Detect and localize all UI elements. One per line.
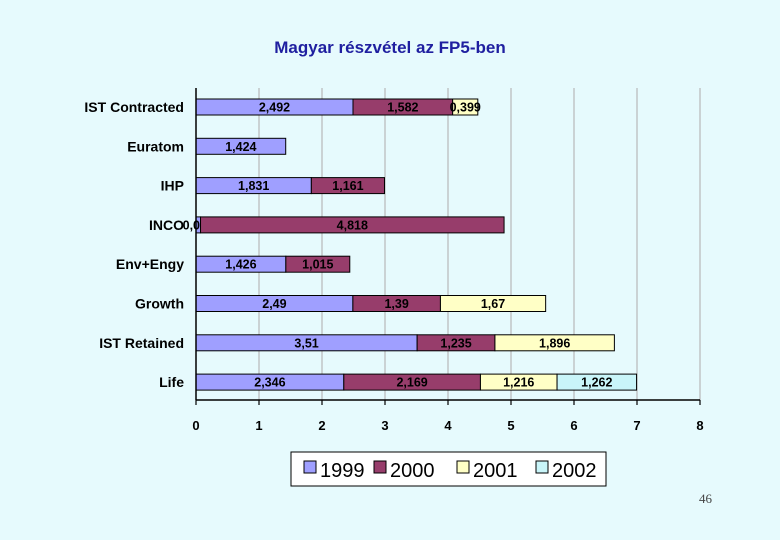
data-label: 0,399 [450,101,481,115]
legend-swatch [535,460,549,474]
bar-segment [439,295,547,312]
chart-title: Magyar részvétel az FP5-ben [274,38,506,57]
data-label: 2,492 [259,101,290,115]
bar-segment [285,255,351,273]
legend-swatch [456,460,470,474]
category-label: IST Contracted [84,99,184,115]
data-label: 2,49 [262,297,286,311]
x-tick-label: 5 [507,418,514,433]
data-label: 1,896 [539,336,570,350]
x-tick-label: 1 [255,418,262,433]
data-label: 1,216 [503,376,534,390]
data-label: 1,582 [387,101,418,115]
category-label: IHP [161,178,184,194]
data-label: 2,346 [254,376,285,390]
x-tick-label: 0 [192,418,199,433]
axes: IST Contracted Euratom IHP INCO Env+Engy Grow… [84,88,704,433]
x-tick-label: 8 [696,418,703,433]
category-label: IST Retained [99,335,184,351]
data-label: 4,818 [337,218,368,232]
grid-lines [258,88,701,400]
data-label: 2,169 [396,376,427,390]
bar-segment [310,177,385,195]
legend-swatch [303,460,317,474]
bar-segment [556,373,638,391]
x-tick-label: 7 [633,418,640,433]
category-label: Life [159,374,184,390]
legend-box [290,451,607,487]
x-tick-label: 6 [570,418,577,433]
data-label: 1,235 [440,336,471,350]
bar-segment [452,98,479,116]
legend: 1999 2000 2001 2002 [290,451,607,487]
data-label: 1,161 [332,179,363,193]
data-label: 1,426 [225,258,256,272]
category-label: Env+Engy [116,256,184,272]
data-label: 1,39 [384,297,408,311]
x-tick-label: 4 [444,418,452,433]
data-label: 1,424 [225,140,256,154]
data-label: 1,262 [581,376,612,390]
legend-swatch [373,460,387,474]
category-label: Growth [135,296,184,312]
legend-label: 2000 [390,460,435,482]
bar-segment [494,334,615,352]
legend-label: 2002 [552,460,597,482]
data-label: 1,67 [481,297,505,311]
x-tick-label: 2 [318,418,325,433]
bar-segment [200,216,505,234]
category-label: Euratom [127,138,184,154]
data-label: 1,831 [238,179,269,193]
x-tick-label: 3 [381,418,388,433]
legend-label: 2001 [473,460,518,482]
category-label: INCO [149,217,184,233]
slide-number: 46 [699,491,712,506]
data-label: 1,015 [302,258,333,272]
legend-label: 1999 [320,460,365,482]
data-label: 3,51 [294,336,318,350]
